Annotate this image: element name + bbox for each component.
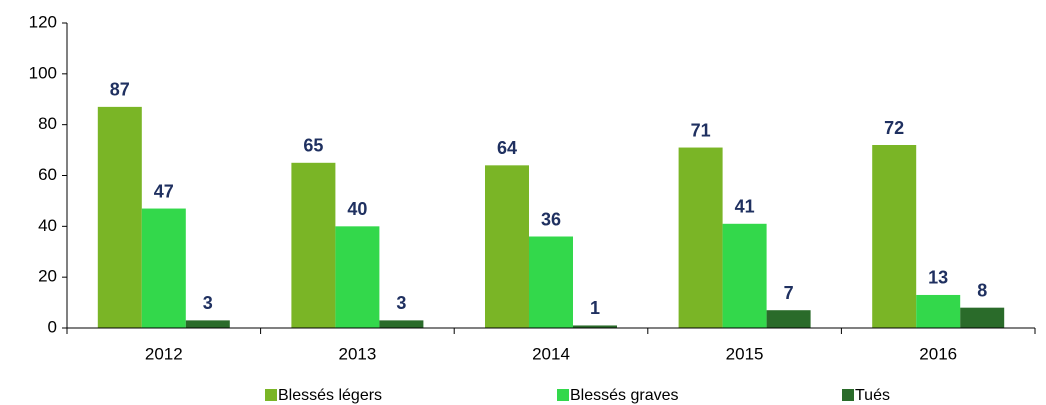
- y-tick-label: 80: [38, 114, 57, 133]
- y-tick-label: 100: [29, 63, 57, 82]
- value-label: 72: [884, 118, 904, 138]
- bar: [916, 294, 961, 328]
- value-label: 7: [784, 283, 794, 303]
- legend-swatch: [842, 389, 854, 401]
- value-label: 36: [541, 209, 561, 229]
- legend-label: Tués: [855, 387, 890, 404]
- value-label: 8: [977, 280, 987, 300]
- y-tick-label: 40: [38, 216, 57, 235]
- x-tick-label: 2015: [726, 344, 764, 363]
- value-label: 1: [590, 298, 600, 318]
- bar: [379, 320, 424, 328]
- value-label: 3: [396, 293, 406, 313]
- y-tick-label: 60: [38, 165, 57, 184]
- bar: [141, 208, 186, 328]
- bar: [766, 310, 811, 328]
- bar: [291, 162, 336, 328]
- y-tick-label: 0: [48, 317, 57, 336]
- bar: [960, 307, 1005, 328]
- legend-swatch: [557, 389, 569, 401]
- y-tick-label: 120: [29, 12, 57, 31]
- x-tick-label: 2013: [338, 344, 376, 363]
- value-label: 71: [691, 120, 711, 140]
- value-label: 64: [497, 138, 517, 158]
- value-label: 47: [154, 181, 174, 201]
- x-tick-label: 2012: [145, 344, 183, 363]
- bar: [335, 226, 380, 328]
- value-label: 3: [203, 293, 213, 313]
- bar: [97, 106, 142, 328]
- value-label: 40: [347, 199, 367, 219]
- legend-swatch: [265, 389, 277, 401]
- x-tick-label: 2014: [532, 344, 570, 363]
- value-label: 13: [928, 268, 948, 288]
- value-label: 87: [110, 80, 130, 100]
- legend-label: Blessés légers: [278, 387, 382, 404]
- bar: [529, 236, 573, 328]
- value-label: 41: [735, 197, 755, 217]
- bar: [185, 320, 230, 328]
- legend-label: Blessés graves: [570, 387, 679, 404]
- bar: [678, 147, 723, 328]
- bar: [485, 165, 529, 328]
- bar: [573, 325, 617, 328]
- bar: [872, 145, 917, 328]
- value-label: 65: [303, 136, 323, 156]
- y-tick-label: 20: [38, 267, 57, 286]
- bar: [722, 223, 767, 328]
- x-tick-label: 2016: [919, 344, 957, 363]
